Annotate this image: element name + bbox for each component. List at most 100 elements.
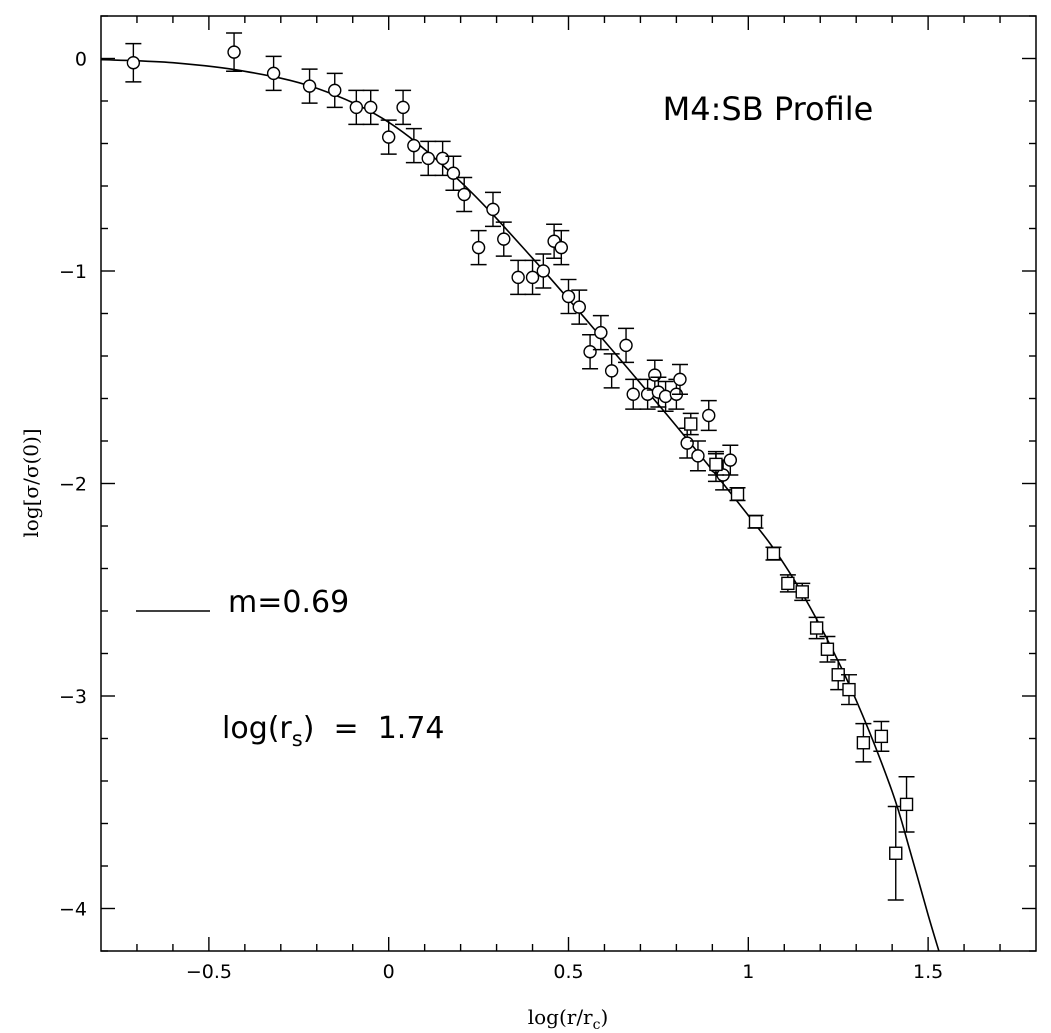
data-point-circle (470, 229, 487, 266)
circle-marker (702, 408, 716, 423)
circle-marker (583, 345, 597, 359)
square-marker (856, 736, 871, 750)
data-point-circle (560, 278, 577, 315)
square-marker (684, 417, 698, 431)
circle-marker (446, 166, 461, 180)
circle-marker (471, 240, 486, 255)
y-axis-title: log[σ/σ(0)] (19, 428, 43, 537)
data-point-circle (434, 140, 451, 177)
data-point-square (707, 453, 724, 476)
circle-marker (328, 83, 342, 98)
circle-marker (349, 100, 364, 115)
x-axis-title: log(r/rc) (528, 1005, 609, 1033)
data-point-circle (689, 440, 706, 472)
data-point-circle (226, 32, 243, 72)
square-marker (795, 585, 809, 599)
y-tick-label: −2 (59, 474, 87, 496)
data-point-circle (301, 68, 318, 104)
circle-marker (673, 372, 687, 387)
data-points (125, 32, 915, 901)
data-point-circle (348, 89, 365, 126)
circle-marker (396, 100, 410, 115)
data-point-circle (420, 140, 437, 177)
data-point-circle (445, 155, 462, 191)
square-marker (889, 846, 903, 860)
data-point-circle (484, 191, 501, 228)
circle-marker (561, 289, 576, 304)
circle-marker (723, 453, 738, 467)
data-point-square (887, 805, 904, 901)
square-marker (709, 457, 723, 472)
circle-marker (691, 449, 705, 463)
data-point-square (808, 616, 825, 640)
y-tick-label: 0 (75, 49, 87, 71)
y-tick-label: −4 (59, 899, 87, 921)
annotation-rest: ) = 1.74 (303, 711, 445, 746)
data-point-circle (700, 399, 717, 432)
data-point-square (830, 659, 847, 691)
circle-marker (536, 264, 551, 278)
data-point-circle (571, 289, 588, 325)
data-point-circle (362, 89, 379, 126)
data-point-circle (535, 253, 552, 289)
data-point-circle (495, 221, 512, 257)
axis-tick-labels: −0.5 0 0.5 1 1.5 0 −1 −2 −3 −4 (59, 49, 943, 984)
x-tick-label: 0 (383, 961, 395, 983)
circle-marker (658, 389, 673, 404)
circle-marker (594, 325, 608, 340)
circle-marker (364, 100, 378, 115)
x-tick-label: −0.5 (186, 961, 232, 983)
square-marker (809, 621, 824, 635)
data-point-circle (395, 89, 412, 126)
data-point-square (747, 514, 764, 529)
axis-ticks (101, 15, 1036, 952)
square-marker (874, 729, 889, 744)
data-point-square (794, 582, 811, 602)
circle-marker (525, 270, 540, 285)
data-point-circle (326, 72, 343, 109)
circle-marker (421, 151, 435, 166)
circle-marker (381, 130, 396, 144)
data-point-circle (405, 127, 422, 164)
data-point-circle (582, 334, 599, 370)
data-point-circle (671, 363, 688, 395)
data-point-square (779, 574, 796, 593)
circle-marker (619, 338, 633, 353)
data-point-square (729, 487, 746, 502)
square-marker (842, 682, 856, 697)
circle-marker (511, 270, 525, 285)
circle-marker (626, 387, 640, 401)
circle-marker (126, 56, 141, 70)
square-marker (820, 642, 835, 656)
circle-marker (266, 66, 281, 81)
data-point-circle (265, 55, 282, 92)
x-tick-label: 0.5 (553, 961, 583, 983)
data-point-circle (380, 119, 397, 155)
square-marker (899, 797, 914, 812)
square-marker (766, 546, 781, 561)
data-point-circle (510, 259, 527, 296)
data-point-square (819, 635, 836, 663)
subscript: s (292, 727, 303, 751)
data-point-circle (553, 229, 570, 266)
data-point-square (682, 412, 699, 436)
circle-marker (486, 202, 500, 217)
data-point-circle (524, 259, 541, 296)
legend-label: m=0.69 (228, 585, 349, 620)
y-tick-label: −1 (59, 261, 87, 283)
data-point-circle (618, 327, 635, 364)
circle-marker (302, 79, 317, 93)
rs-annotation: log(rs) = 1.74 (222, 711, 445, 751)
circle-marker (604, 364, 619, 378)
square-marker (781, 576, 795, 591)
data-point-circle (603, 353, 620, 389)
y-tick-label: −3 (59, 686, 87, 708)
data-point-square (841, 674, 857, 706)
x-tick-label: 1.5 (913, 961, 943, 983)
data-point-circle (646, 359, 663, 391)
data-point-circle (639, 378, 656, 410)
circle-marker (435, 151, 450, 166)
data-point-square (873, 720, 890, 752)
circle-marker (554, 240, 569, 255)
